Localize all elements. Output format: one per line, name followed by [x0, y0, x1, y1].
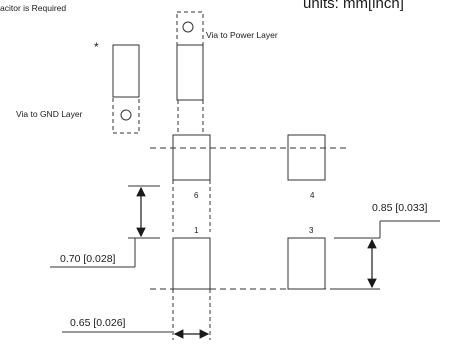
power-capacitor-pad: [176, 44, 204, 101]
pin-6-label: 6: [194, 191, 199, 200]
pad-pitch-label: 0.85 [0.033]: [372, 202, 428, 214]
pad-3: [287, 237, 326, 290]
gnd-via-icon: [120, 109, 132, 121]
power-via-outline: [176, 11, 204, 46]
header-note: acitor is Required: [0, 3, 66, 13]
pad-gap-label: 0.70 [0.028]: [60, 253, 116, 265]
gnd-capacitor-pad: [112, 44, 140, 98]
pad-1: [172, 237, 211, 290]
pin-3-label: 3: [309, 226, 314, 235]
units-label: units: mm[inch]: [303, 0, 404, 12]
gnd-via-outline: [112, 96, 140, 134]
pad-6: [172, 134, 211, 181]
pad-width-label: 0.65 [0.026]: [70, 317, 126, 329]
via-power-label: Via to Power Layer: [206, 30, 278, 40]
via-gnd-label: Via to GND Layer: [16, 109, 83, 119]
pin-4-label: 4: [310, 191, 315, 200]
capacitor-marker: *: [94, 40, 99, 54]
pin-1-label: 1: [194, 226, 199, 235]
power-via-icon: [182, 21, 194, 33]
pad-4: [287, 134, 326, 181]
